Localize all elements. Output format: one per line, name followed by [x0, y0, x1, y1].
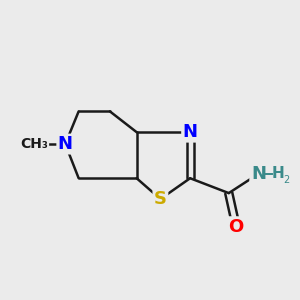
Text: O: O: [229, 218, 244, 236]
Text: N: N: [251, 165, 266, 183]
Text: H: H: [272, 166, 284, 181]
Text: S: S: [154, 190, 167, 208]
Text: CH₃: CH₃: [20, 137, 48, 151]
Text: N: N: [251, 165, 266, 183]
Text: 2: 2: [283, 175, 289, 185]
Text: N: N: [183, 123, 198, 141]
Text: N: N: [58, 135, 73, 153]
